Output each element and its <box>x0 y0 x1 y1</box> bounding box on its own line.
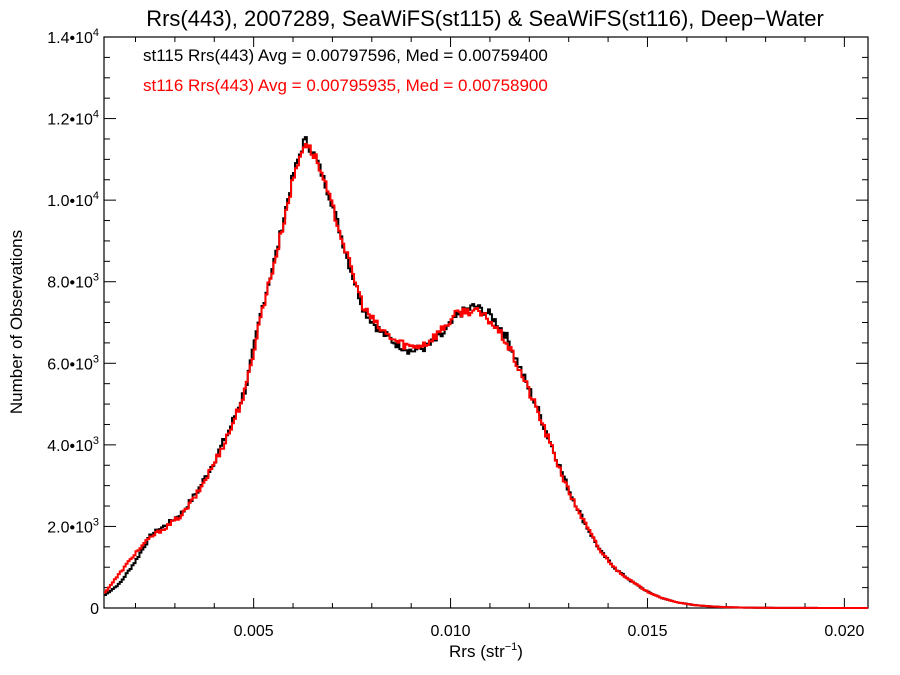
plot-area: 0.005 0.010 0.015 0.020 0 2.0•103 4.0•103 6.0•… <box>47 27 869 640</box>
y-axis-label: Number of Observations <box>7 230 26 414</box>
y-axis-ticks: 0 2.0•103 4.0•103 6.0•103 8.0•103 1.0•104 1.2•… <box>47 27 868 618</box>
x-tick-label: 0.010 <box>431 623 471 640</box>
y-tick-label: 4.0•103 <box>47 435 99 455</box>
y-tick-label: 1.0•104 <box>47 190 99 210</box>
legend-entry-st115: st115 Rrs(443) Avg = 0.00797596, Med = 0… <box>143 46 548 65</box>
chart-title: Rrs(443), 2007289, SeaWiFS(st115) & SeaW… <box>146 6 824 31</box>
x-axis-label: Rrs (str−1) <box>449 641 523 661</box>
y-tick-label: 1.4•104 <box>47 27 99 47</box>
y-tick-label: 6.0•103 <box>47 353 99 373</box>
x-tick-label: 0.005 <box>234 623 274 640</box>
x-tick-label: 0.015 <box>627 623 667 640</box>
y-tick-label: 8.0•103 <box>47 272 99 292</box>
legend: st115 Rrs(443) Avg = 0.00797596, Med = 0… <box>143 46 548 95</box>
series-line-st116 <box>104 142 868 609</box>
y-tick-label: 1.2•104 <box>47 109 99 129</box>
y-tick-label: 2.0•103 <box>47 516 99 536</box>
y-tick-label: 0 <box>90 601 99 618</box>
legend-entry-st116: st116 Rrs(443) Avg = 0.00795935, Med = 0… <box>143 76 548 95</box>
x-tick-label: 0.020 <box>824 623 864 640</box>
x-axis-label-exponent: −1 <box>505 641 518 653</box>
x-axis-ticks: 0.005 0.010 0.015 0.020 <box>135 37 864 640</box>
series-layer <box>104 136 868 609</box>
